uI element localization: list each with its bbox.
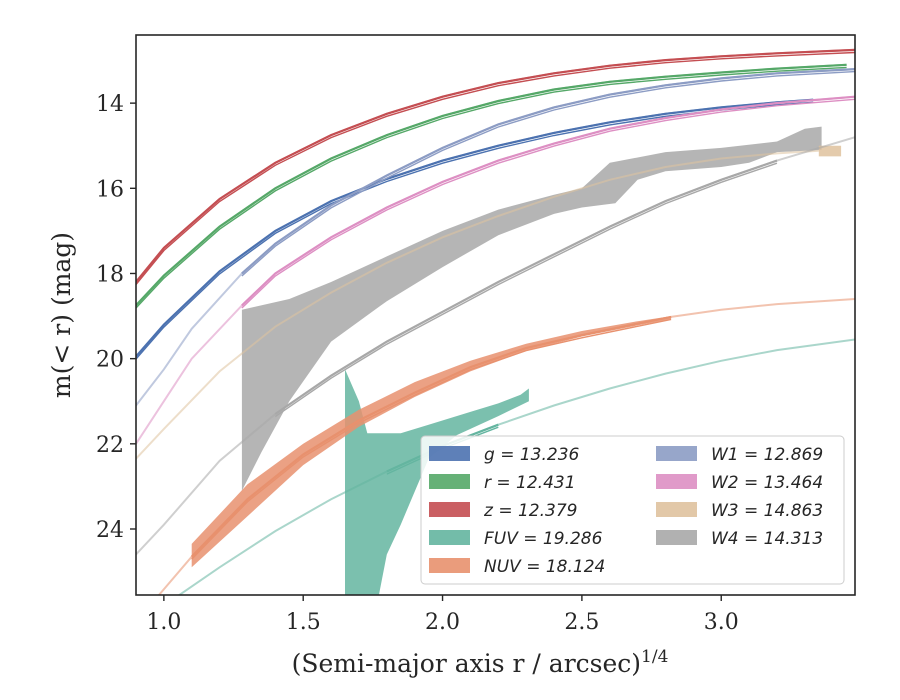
legend-swatch (656, 446, 697, 461)
y-tick-label: 24 (96, 518, 124, 543)
plot-frame (135, 34, 856, 596)
legend-label: W2 = 13.464 (711, 473, 823, 493)
band-w4 (241, 126, 822, 491)
measured-edge-z (136, 51, 855, 286)
legend-label: W3 = 14.863 (711, 501, 823, 521)
legend-label: r = 12.431 (484, 473, 576, 493)
axes: 1.0 1.5 2.0 2.5 3.0 14 16 18 20 22 24 (96, 34, 856, 635)
legend-label: g = 13.236 (484, 445, 580, 465)
x-tick-label: 1.5 (286, 610, 321, 635)
measured-edge-w4 (274, 162, 778, 418)
plot-content (136, 48, 855, 595)
measured-edge-nuv (191, 318, 672, 560)
y-tick-label: 14 (96, 92, 124, 117)
x-axis-label: (Semi-major axis r / arcsec)1/4 (292, 647, 669, 678)
measured-curve-r (136, 63, 847, 307)
y-tick-label: 18 (96, 262, 124, 287)
x-tick-label: 3.0 (704, 610, 739, 635)
x-tick-label: 2.0 (425, 610, 460, 635)
x-tick-label: 2.5 (564, 610, 599, 635)
measured-curve-w4 (274, 159, 778, 415)
measured-curve-w1 (241, 68, 855, 275)
legend-swatch (429, 502, 470, 517)
legend-swatch (656, 474, 697, 489)
legend: g = 13.236 r = 12.431 z = 12.379 FUV = 19.2… (420, 435, 845, 585)
measured-curve-w2 (241, 95, 855, 307)
band-w3 (818, 145, 842, 157)
legend-swatch (429, 530, 470, 545)
measured-curve-g (136, 98, 814, 358)
legend-label: z = 12.379 (483, 501, 577, 521)
legend-label: W4 = 14.313 (711, 529, 823, 549)
measured-edge-w1 (241, 70, 855, 277)
legend-swatch (429, 446, 470, 461)
legend-swatch (656, 530, 697, 545)
measured-edge-w2 (241, 98, 855, 309)
legend-label: NUV = 18.124 (484, 557, 605, 577)
axis-labels: (Semi-major axis r / arcsec)1/4 m(< r) (… (47, 232, 668, 678)
measured-curve-z (136, 48, 855, 283)
y-tick-label: 22 (96, 433, 124, 458)
band-fuv (345, 369, 529, 595)
y-tick-label: 16 (96, 177, 124, 202)
legend-box (420, 435, 845, 585)
x-tick-label: 1.0 (146, 610, 181, 635)
model-curve-w3 (136, 149, 819, 460)
measured-edge-r (136, 66, 847, 309)
measured-curve-nuv (190, 315, 672, 558)
legend-label: W1 = 12.869 (711, 445, 823, 465)
y-tick-label: 20 (96, 348, 124, 373)
y-axis-label: m(< r) (mag) (47, 232, 76, 398)
legend-swatch (656, 502, 697, 517)
legend-swatch (429, 558, 470, 573)
legend-swatch (429, 474, 470, 489)
legend-label: FUV = 19.286 (484, 529, 603, 549)
